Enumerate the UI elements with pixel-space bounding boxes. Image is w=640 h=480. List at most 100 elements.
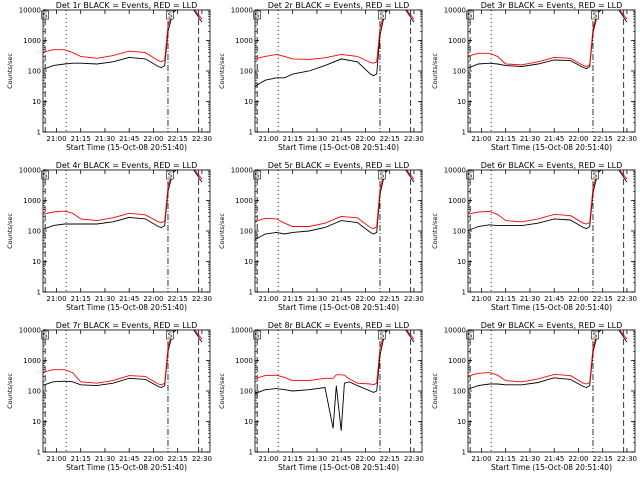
y-tick-label: 100 [453, 68, 466, 76]
detector-panel-2: Det 2r BLACK = Events, RED = LLD Counts/s… [218, 1, 424, 152]
plot-frame [467, 329, 636, 453]
x-tick-label: 22:15 [593, 455, 613, 463]
y-tick-label: 10 [32, 98, 41, 106]
plot-frame [254, 329, 423, 453]
panel-title: Det 7r BLACK = Events, RED = LLD [56, 321, 198, 330]
x-tick-label: 22:15 [593, 135, 613, 143]
x-tick-label: 21:15 [283, 295, 303, 303]
detector-panel-6: Det 6r BLACK = Events, RED = LLD Counts/s… [431, 161, 637, 312]
s-marker-label: S [468, 172, 473, 180]
y-tick-label: 1 [462, 449, 466, 457]
x-tick-label: 21:15 [71, 295, 91, 303]
x-tick-label: 22:15 [380, 455, 400, 463]
detector-panel-5: Det 5r BLACK = Events, RED = LLD Counts/s… [218, 161, 424, 312]
panel-title: Det 4r BLACK = Events, RED = LLD [56, 161, 198, 170]
x-tick-label: 22:00 [355, 455, 375, 463]
y-axis-label: Counts/sec [6, 53, 14, 89]
x-tick-label: 22:30 [192, 295, 212, 303]
x-axis-label: Start Time (15-Oct-08 20:51:40) [491, 143, 612, 152]
events-series-line [43, 330, 203, 388]
events-series-line [43, 10, 203, 70]
detector-panel-3: Det 3r BLACK = Events, RED = LLD Counts/s… [431, 1, 637, 152]
events-series-line [43, 170, 203, 230]
x-tick-label: 22:00 [568, 295, 588, 303]
s-marker-box [166, 10, 174, 20]
s-marker-box [253, 10, 261, 20]
plot-frame [42, 329, 211, 453]
y-tick-label: 10 [457, 418, 466, 426]
y-axis-label: Counts/sec [431, 53, 439, 89]
lld-series-line [43, 330, 203, 386]
panel-title: Det 6r BLACK = Events, RED = LLD [481, 161, 623, 170]
x-tick-label: 22:00 [143, 135, 163, 143]
x-tick-label: 21:45 [331, 295, 351, 303]
y-tick-label: 1000 [448, 197, 466, 205]
detector-panel-8: Det 8r BLACK = Events, RED = LLD Counts/s… [218, 321, 424, 472]
x-tick-label: 21:15 [71, 455, 91, 463]
s-marker-box [41, 10, 49, 20]
events-series-line [255, 330, 415, 431]
y-axis-label: Counts/sec [218, 373, 226, 409]
x-axis-label: Start Time (15-Oct-08 20:51:40) [491, 463, 612, 472]
x-tick-label: 22:00 [143, 295, 163, 303]
x-tick-label: 21:45 [119, 455, 139, 463]
x-tick-label: 21:15 [283, 135, 303, 143]
x-axis-label: Start Time (15-Oct-08 20:51:40) [66, 463, 187, 472]
x-tick-label: 21:30 [307, 295, 327, 303]
x-tick-label: 22:30 [192, 455, 212, 463]
y-tick-label: 10000 [19, 327, 41, 335]
y-tick-label: 100 [28, 388, 41, 396]
y-tick-label: 1 [462, 289, 466, 297]
x-tick-label: 21:45 [544, 135, 564, 143]
detector-panel-9: Det 9r BLACK = Events, RED = LLD Counts/s… [431, 321, 637, 472]
s-marker-label: S [593, 332, 598, 340]
s-marker-box [253, 170, 261, 180]
y-tick-label: 10000 [231, 167, 253, 175]
s-marker-box [466, 170, 474, 180]
x-axis-label: Start Time (15-Oct-08 20:51:40) [66, 303, 187, 312]
y-tick-label: 100 [240, 228, 253, 236]
plot-frame [42, 169, 211, 293]
s-marker-label: S [255, 332, 260, 340]
x-tick-label: 22:30 [192, 135, 212, 143]
y-tick-label: 1000 [448, 37, 466, 45]
s-marker-box [253, 330, 261, 340]
x-tick-label: 22:15 [168, 135, 188, 143]
s-marker-box [591, 170, 599, 180]
s-marker-label: S [380, 172, 385, 180]
panel-title: Det 5r BLACK = Events, RED = LLD [268, 161, 410, 170]
x-tick-label: 22:00 [568, 455, 588, 463]
y-tick-label: 1 [37, 289, 41, 297]
detector-panel-7: Det 7r BLACK = Events, RED = LLD Counts/s… [6, 321, 212, 472]
y-tick-label: 10 [457, 98, 466, 106]
s-marker-box [378, 170, 386, 180]
x-tick-label: 21:00 [258, 295, 278, 303]
y-axis-label: Counts/sec [6, 213, 14, 249]
y-tick-label: 1 [249, 449, 253, 457]
plot-frame [467, 9, 636, 133]
x-tick-label: 21:45 [544, 295, 564, 303]
x-tick-label: 21:45 [119, 295, 139, 303]
x-tick-label: 22:30 [617, 135, 637, 143]
s-marker-label: S [593, 172, 598, 180]
panel-grid: Det 1r BLACK = Events, RED = LLD Counts/s… [6, 1, 637, 472]
x-tick-label: 22:30 [404, 455, 424, 463]
events-series-line [255, 170, 415, 241]
x-tick-label: 22:15 [168, 295, 188, 303]
lld-series-line [43, 170, 203, 223]
y-tick-label: 100 [453, 228, 466, 236]
events-series-line [468, 170, 628, 232]
s-marker-label: S [468, 12, 473, 20]
lld-series-line [255, 330, 415, 386]
x-tick-label: 21:45 [331, 455, 351, 463]
x-tick-label: 21:45 [331, 135, 351, 143]
x-tick-label: 22:30 [617, 455, 637, 463]
x-tick-label: 22:15 [380, 295, 400, 303]
panel-title: Det 9r BLACK = Events, RED = LLD [481, 321, 623, 330]
x-tick-label: 21:00 [471, 295, 491, 303]
plot-frame [42, 9, 211, 133]
y-tick-label: 100 [240, 388, 253, 396]
y-tick-label: 10000 [19, 167, 41, 175]
y-tick-label: 1000 [23, 37, 41, 45]
y-tick-label: 10 [244, 258, 253, 266]
